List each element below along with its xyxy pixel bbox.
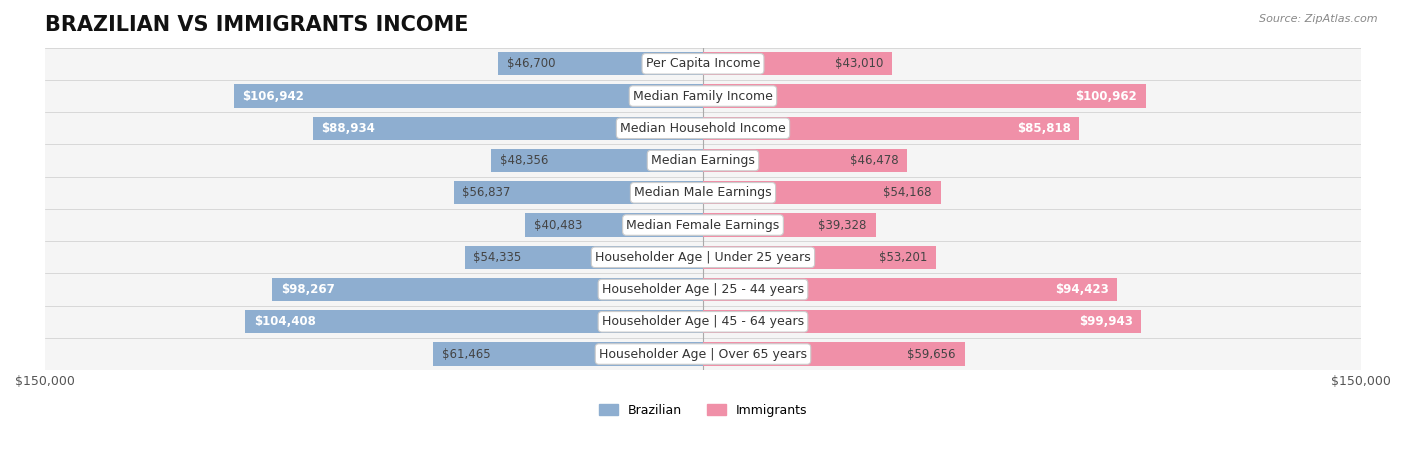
Text: Householder Age | 45 - 64 years: Householder Age | 45 - 64 years	[602, 315, 804, 328]
Text: $46,700: $46,700	[508, 57, 555, 71]
Text: $59,656: $59,656	[907, 347, 956, 361]
Text: $104,408: $104,408	[253, 315, 315, 328]
Bar	[45, 241, 1361, 273]
Text: $53,201: $53,201	[879, 251, 928, 264]
Text: $48,356: $48,356	[499, 154, 548, 167]
Bar	[45, 144, 1361, 177]
Text: Householder Age | Under 25 years: Householder Age | Under 25 years	[595, 251, 811, 264]
Text: $54,168: $54,168	[883, 186, 932, 199]
Text: $61,465: $61,465	[441, 347, 491, 361]
Text: Median Household Income: Median Household Income	[620, 122, 786, 135]
Text: $40,483: $40,483	[534, 219, 582, 232]
Bar	[45, 177, 1361, 209]
Bar	[245, 310, 703, 333]
Text: $43,010: $43,010	[835, 57, 883, 71]
Text: $99,943: $99,943	[1078, 315, 1133, 328]
Bar	[464, 246, 703, 269]
Bar	[454, 181, 703, 205]
Text: $94,423: $94,423	[1054, 283, 1108, 296]
Bar	[498, 52, 703, 75]
Text: $88,934: $88,934	[322, 122, 375, 135]
Text: Householder Age | Over 65 years: Householder Age | Over 65 years	[599, 347, 807, 361]
Text: $46,478: $46,478	[849, 154, 898, 167]
Bar	[45, 112, 1361, 144]
Text: Median Male Earnings: Median Male Earnings	[634, 186, 772, 199]
Bar	[703, 310, 1142, 333]
Bar	[233, 85, 703, 108]
Bar	[45, 273, 1361, 306]
Bar	[45, 338, 1361, 370]
Bar	[703, 213, 876, 237]
Bar	[703, 246, 936, 269]
Bar	[703, 181, 941, 205]
Bar	[45, 306, 1361, 338]
Bar	[526, 213, 703, 237]
Text: BRAZILIAN VS IMMIGRANTS INCOME: BRAZILIAN VS IMMIGRANTS INCOME	[45, 15, 468, 35]
Text: $98,267: $98,267	[281, 283, 335, 296]
Bar	[703, 278, 1118, 301]
Bar	[433, 342, 703, 366]
Text: Householder Age | 25 - 44 years: Householder Age | 25 - 44 years	[602, 283, 804, 296]
Bar	[314, 117, 703, 140]
Bar	[703, 117, 1080, 140]
Text: Median Family Income: Median Family Income	[633, 90, 773, 103]
Bar	[491, 149, 703, 172]
Text: $39,328: $39,328	[818, 219, 866, 232]
Text: Median Earnings: Median Earnings	[651, 154, 755, 167]
Bar	[45, 48, 1361, 80]
Bar	[703, 342, 965, 366]
Text: $56,837: $56,837	[463, 186, 510, 199]
Text: Median Female Earnings: Median Female Earnings	[627, 219, 779, 232]
Text: $106,942: $106,942	[243, 90, 305, 103]
Bar	[45, 209, 1361, 241]
Bar	[45, 80, 1361, 112]
Text: Per Capita Income: Per Capita Income	[645, 57, 761, 71]
Text: $100,962: $100,962	[1076, 90, 1137, 103]
Bar	[271, 278, 703, 301]
Text: $54,335: $54,335	[474, 251, 522, 264]
Bar	[703, 149, 907, 172]
Bar	[703, 85, 1146, 108]
Text: $85,818: $85,818	[1017, 122, 1071, 135]
Bar	[703, 52, 891, 75]
Legend: Brazilian, Immigrants: Brazilian, Immigrants	[593, 399, 813, 422]
Text: Source: ZipAtlas.com: Source: ZipAtlas.com	[1260, 14, 1378, 24]
